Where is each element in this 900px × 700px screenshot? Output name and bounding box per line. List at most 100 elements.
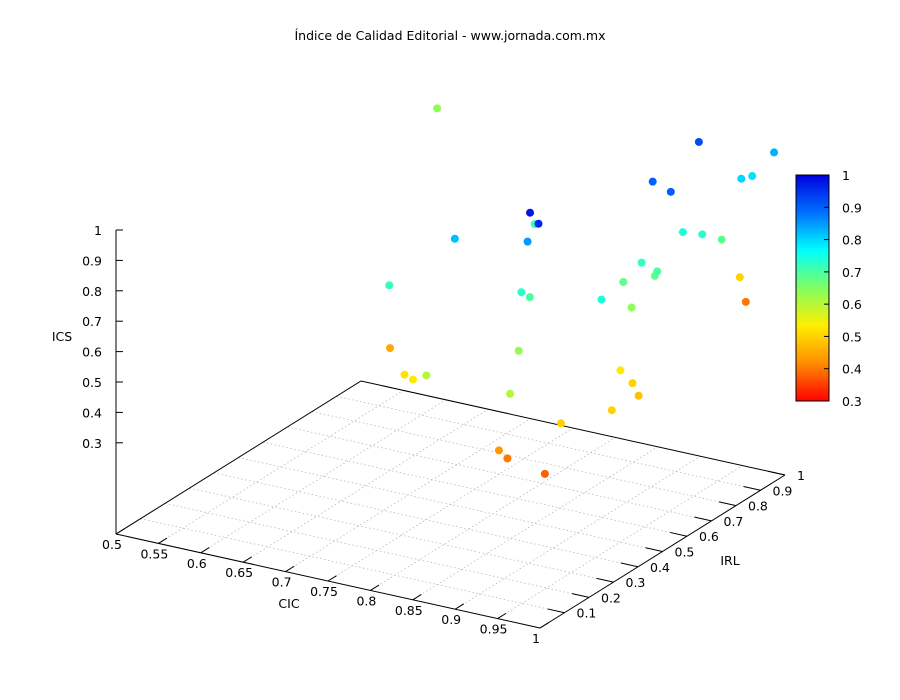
grid-line-y: [189, 487, 614, 583]
data-point: [540, 469, 549, 478]
data-point: [717, 235, 726, 244]
data-point: [556, 419, 565, 428]
grid-line-y: [238, 457, 663, 552]
y-tick-label: 0.9: [773, 483, 793, 498]
data-point: [634, 391, 643, 400]
data-point: [616, 366, 625, 375]
grid-line-y: [287, 426, 712, 522]
data-point: [748, 172, 757, 181]
x-tick: [115, 528, 125, 535]
z-tick-label: 1: [94, 223, 102, 238]
z-tick-label: 0.6: [82, 345, 102, 360]
grid-line-y: [262, 441, 688, 537]
colorbar-tick-label: 1: [842, 168, 850, 183]
colorbar-tick-label: 0.4: [842, 362, 862, 377]
data-point: [653, 267, 662, 276]
y-tick-label: 0.5: [675, 545, 695, 560]
y-tick: [620, 562, 639, 568]
data-point: [433, 104, 442, 113]
data-point: [506, 389, 515, 398]
y-tick-label: 0.3: [626, 575, 646, 590]
data-point: [503, 454, 512, 463]
data-point: [494, 446, 503, 455]
data-point: [607, 406, 616, 415]
back-right-line: [360, 380, 786, 476]
y-tick: [767, 470, 786, 476]
data-point: [450, 234, 459, 243]
x-tick-label: 0.75: [310, 584, 338, 599]
data-point: [737, 174, 746, 183]
data-point: [422, 371, 431, 380]
grid-line-y: [213, 472, 639, 568]
x-tick-label: 0.95: [480, 622, 508, 637]
data-point: [770, 148, 779, 157]
y-axis-label: IRL: [720, 553, 739, 568]
data-point: [735, 273, 744, 282]
x-tick-label: 0.5: [102, 537, 122, 552]
x-tick: [327, 575, 337, 582]
chart-title: Índice de Calidad Editorial - www.jornad…: [295, 28, 606, 43]
x-tick: [539, 622, 549, 629]
data-point: [678, 228, 687, 237]
x-tick: [412, 594, 422, 601]
data-point: [698, 230, 707, 239]
x-tick-label: 0.8: [356, 593, 376, 608]
x-tick-label: 0.6: [187, 556, 207, 571]
colorbar-tick-label: 0.5: [842, 329, 862, 344]
data-point: [534, 219, 543, 228]
x-tick: [242, 556, 253, 563]
x-tick: [454, 603, 465, 610]
grid-line-x: [158, 390, 404, 544]
y-tick: [718, 501, 737, 507]
x-tick-label: 0.65: [225, 565, 253, 580]
data-point: [514, 346, 523, 355]
colorbar-tick-label: 0.9: [842, 200, 862, 215]
data-points: [385, 104, 779, 478]
grid-line-x: [242, 408, 489, 563]
data-point: [627, 303, 636, 312]
data-point: [526, 208, 535, 217]
data-point: [648, 177, 657, 186]
z-tick-label: 0.7: [82, 314, 102, 329]
colorbar-tick-label: 0.8: [842, 233, 862, 248]
data-point: [400, 370, 409, 379]
y-tick-label: 1: [797, 468, 805, 483]
colorbar-tick-label: 0.6: [842, 297, 862, 312]
y-tick: [571, 593, 590, 598]
grid-line-y: [164, 503, 590, 598]
x-tick: [285, 565, 295, 573]
grid-line-y: [336, 395, 761, 491]
floor-grid: [115, 380, 786, 629]
z-tick-label: 0.4: [82, 405, 102, 420]
y-tick-label: 0.7: [724, 514, 744, 529]
z-tick-label: 0.8: [82, 284, 102, 299]
grid-line-y: [311, 411, 737, 506]
z-tick-label: 0.3: [82, 436, 102, 451]
y-tick-label: 0.6: [699, 529, 719, 544]
y-tick: [694, 516, 712, 522]
z-tick-label: 0.5: [82, 375, 102, 390]
colorbar-tick-label: 0.7: [842, 265, 862, 280]
colorbar-tick-label: 0.3: [842, 394, 862, 409]
back-left-line: [115, 380, 362, 535]
y-tick: [547, 608, 565, 614]
x-tick-label: 1: [532, 631, 540, 646]
x-tick-label: 0.55: [140, 546, 168, 561]
data-point: [386, 344, 395, 353]
data-point: [409, 375, 417, 384]
y-tick: [669, 531, 688, 537]
x-tick-label: 0.7: [272, 575, 292, 590]
grid-line-x: [285, 418, 531, 572]
y-tick: [645, 547, 663, 552]
x-tick: [158, 537, 168, 544]
data-point: [741, 297, 750, 306]
data-point: [666, 187, 675, 196]
x-tick: [497, 612, 507, 620]
axes: 0.5 0.55 0.6 0.65 0.7 0.75 0.8 0.85 0.9 0.95 1 0.1 0…: [82, 223, 805, 646]
y-tick: [596, 577, 614, 583]
grid-line-x: [497, 465, 743, 619]
y-tick-label: 0.4: [650, 560, 670, 575]
data-point: [597, 295, 606, 304]
grid-line-y: [140, 518, 565, 614]
